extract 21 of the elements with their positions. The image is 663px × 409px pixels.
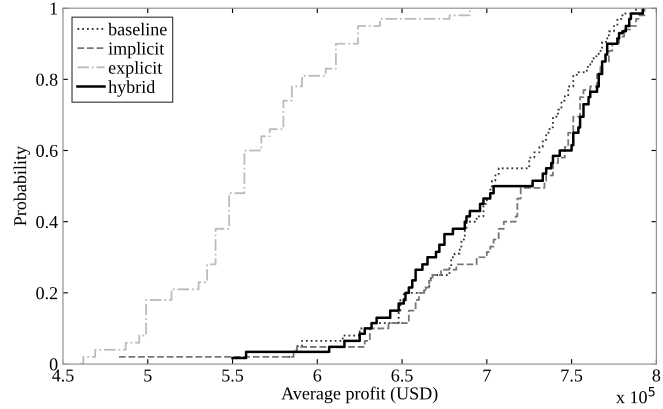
legend-label: implicit xyxy=(108,42,164,58)
x-tick-label: 7 xyxy=(484,370,491,382)
y-tick-label: 0.2 xyxy=(36,287,58,300)
x-tick-label: 5.5 xyxy=(222,370,244,382)
y-tick-label: 0.6 xyxy=(36,144,58,158)
legend-label: hybrid xyxy=(108,80,156,97)
legend-label: explicit xyxy=(108,61,162,78)
x-axis-title: Average profit (USD) xyxy=(281,386,438,404)
x-tick-label: 5 xyxy=(144,370,152,382)
y-axis-title: Probability xyxy=(14,146,30,226)
y-tick-label: 1 xyxy=(50,2,58,14)
x-tick-label: 7.5 xyxy=(562,370,582,382)
legend-label: baseline xyxy=(108,22,167,36)
y-tick-label: 0.4 xyxy=(36,216,58,228)
text: x 10$^{5}$ xyxy=(616,387,655,404)
x-tick-label: 4.5 xyxy=(52,370,74,382)
x-tick-label: 6 xyxy=(314,369,322,382)
y-tick-label: 0.8 xyxy=(36,74,58,86)
x-tick-label: 6.5 xyxy=(392,369,413,382)
y-tick-label: 0 xyxy=(50,358,58,370)
x-tick-label: 8 xyxy=(652,369,660,382)
